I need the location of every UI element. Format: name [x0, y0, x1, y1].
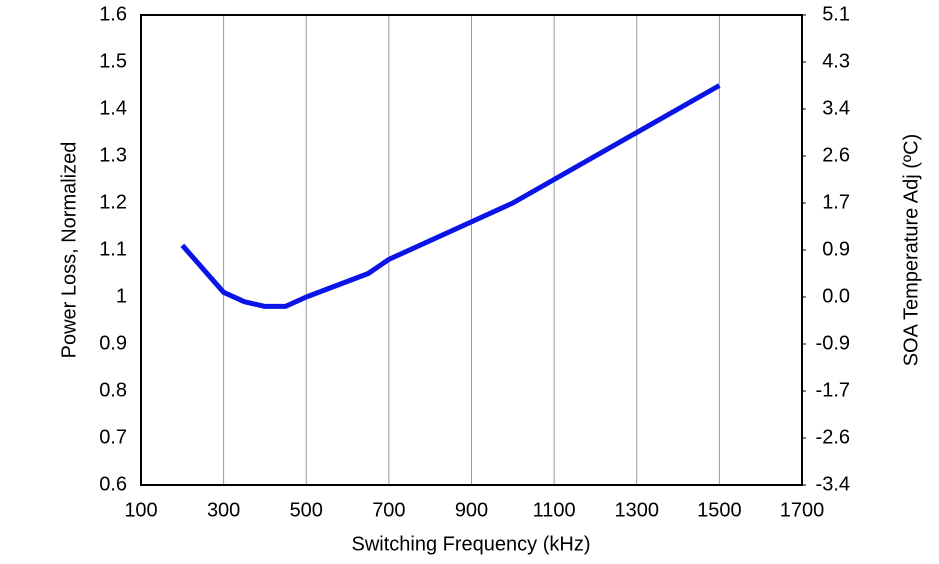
y2-tick-label: 3.4	[822, 97, 850, 119]
y2-axis-label: SOA Temperature Adj (ºC)	[900, 134, 922, 367]
x-tick-label: 1500	[697, 499, 742, 521]
y-tick-label: 1.6	[99, 3, 127, 25]
y2-tick-label: -0.9	[816, 332, 850, 354]
y2-tick-label: 2.6	[822, 144, 850, 166]
y2-tick-label: -2.6	[816, 426, 850, 448]
y-tick-label: 1.1	[99, 238, 127, 260]
data-line	[180, 83, 721, 309]
plot-frame	[140, 14, 803, 486]
y2-tick-label: 0.9	[822, 238, 850, 260]
x-axis-label: Switching Frequency (kHz)	[352, 533, 591, 555]
x-tick-label: 900	[455, 499, 488, 521]
y-tick-label: 0.6	[99, 473, 127, 495]
y-axis-label: Power Loss, Normalized	[58, 142, 80, 359]
y-tick-label: 1.5	[99, 50, 127, 72]
x-tick-label: 1700	[780, 499, 825, 521]
x-tick-label: 300	[207, 499, 240, 521]
y2-tick-label: 1.7	[822, 191, 850, 213]
y-tick-label: 1.3	[99, 144, 127, 166]
y-tick-label: 0.8	[99, 379, 127, 401]
y2-tick-label: 5.1	[822, 3, 850, 25]
y-tick-label: 1.2	[99, 191, 127, 213]
y2-tick-label: -3.4	[816, 473, 850, 495]
y2-tick-label: -1.7	[816, 379, 850, 401]
x-tick-label: 1300	[615, 499, 660, 521]
y-tick-label: 0.7	[99, 426, 127, 448]
y-tick-label: 0.9	[99, 332, 127, 354]
x-tick-label: 700	[372, 499, 405, 521]
x-tick-label: 1100	[533, 499, 576, 521]
x-tick-label: 100	[124, 499, 157, 521]
y-tick-label: 1.4	[99, 97, 127, 119]
x-tick-label: 500	[290, 499, 323, 521]
y2-tick-label: 4.3	[822, 50, 850, 72]
y2-tick-label: 0.0	[822, 285, 850, 307]
y-tick-label: 1	[116, 285, 127, 307]
